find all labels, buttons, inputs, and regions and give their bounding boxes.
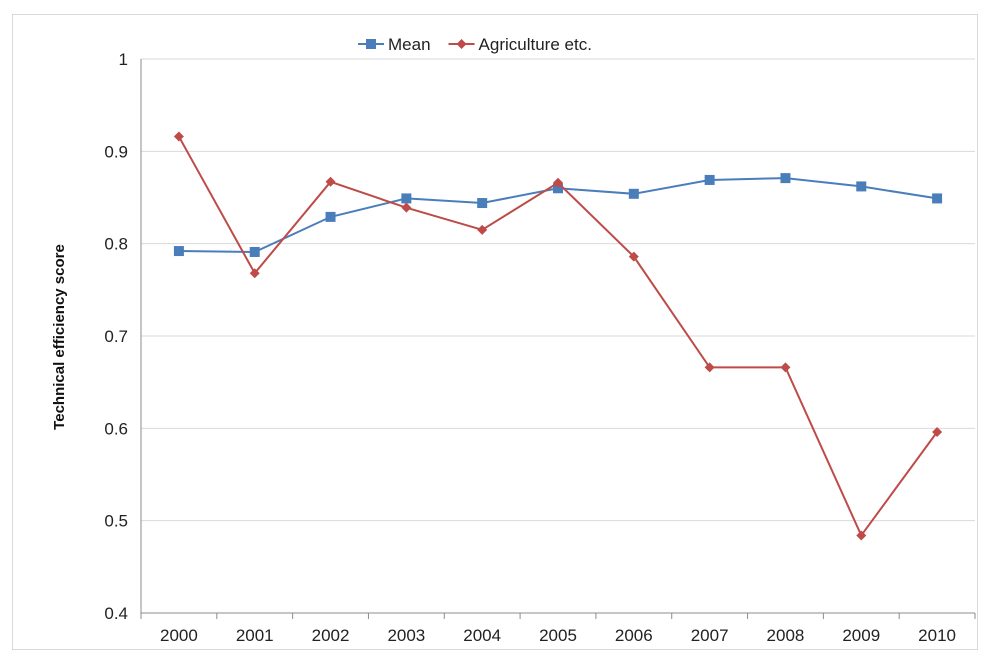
legend: Mean Agriculture etc. bbox=[358, 35, 592, 54]
legend-label: Mean bbox=[388, 35, 431, 54]
data-point bbox=[325, 211, 336, 222]
x-tick-label: 2004 bbox=[463, 626, 501, 645]
y-tick-label: 0.5 bbox=[104, 512, 128, 531]
data-point bbox=[780, 173, 791, 184]
legend-marker bbox=[366, 39, 376, 49]
chart-frame bbox=[12, 14, 978, 650]
x-tick-label: 2001 bbox=[236, 626, 274, 645]
data-point bbox=[932, 427, 943, 438]
y-tick-label: 0.6 bbox=[104, 419, 128, 438]
data-point bbox=[325, 176, 336, 187]
x-tick-label: 2002 bbox=[312, 626, 350, 645]
series-layer bbox=[173, 131, 943, 541]
data-point bbox=[249, 268, 260, 279]
legend-item-1: Agriculture etc. bbox=[448, 35, 592, 54]
data-point bbox=[477, 224, 488, 235]
data-point bbox=[249, 246, 260, 257]
x-tick-labels: 2000 2001 2002 2003 2004 2005 2006 2007 2008 2009… bbox=[160, 626, 956, 645]
data-point bbox=[401, 193, 412, 204]
data-point bbox=[704, 362, 715, 373]
legend-marker bbox=[456, 39, 467, 49]
data-point bbox=[856, 530, 867, 541]
y-tick-label: 0.4 bbox=[104, 604, 128, 623]
y-tick-labels: 0.4 0.5 0.6 0.7 0.8 0.9 1 bbox=[104, 50, 128, 623]
data-point bbox=[780, 362, 791, 373]
x-tick-label: 2005 bbox=[539, 626, 577, 645]
y-tick-label: 0.9 bbox=[104, 142, 128, 161]
x-tick-label: 2008 bbox=[767, 626, 805, 645]
x-tick-label: 2010 bbox=[918, 626, 956, 645]
y-tick-label: 1 bbox=[119, 50, 128, 69]
series-0 bbox=[173, 173, 943, 257]
data-point bbox=[401, 202, 412, 213]
y-tick-label: 0.7 bbox=[104, 327, 128, 346]
legend-label: Agriculture etc. bbox=[479, 35, 592, 54]
y-tick-label: 0.8 bbox=[104, 235, 128, 254]
x-tick-label: 2006 bbox=[615, 626, 653, 645]
data-point bbox=[553, 183, 563, 194]
data-point bbox=[477, 198, 488, 209]
data-point bbox=[932, 193, 943, 204]
data-point bbox=[704, 174, 715, 185]
x-tick-label: 2009 bbox=[842, 626, 880, 645]
x-tick-label: 2000 bbox=[160, 626, 198, 645]
x-tick-label: 2007 bbox=[691, 626, 729, 645]
x-tick-label: 2003 bbox=[387, 626, 425, 645]
gridlines bbox=[141, 58, 975, 522]
data-point bbox=[628, 188, 639, 199]
legend-item-0: Mean bbox=[358, 35, 431, 54]
series-1 bbox=[173, 131, 943, 541]
axes bbox=[140, 59, 976, 619]
data-point bbox=[856, 181, 867, 192]
data-point bbox=[553, 177, 563, 188]
data-point bbox=[173, 246, 184, 257]
data-point bbox=[173, 131, 184, 142]
data-point bbox=[628, 251, 639, 262]
y-axis-title: Technical efficiency score bbox=[51, 244, 68, 430]
